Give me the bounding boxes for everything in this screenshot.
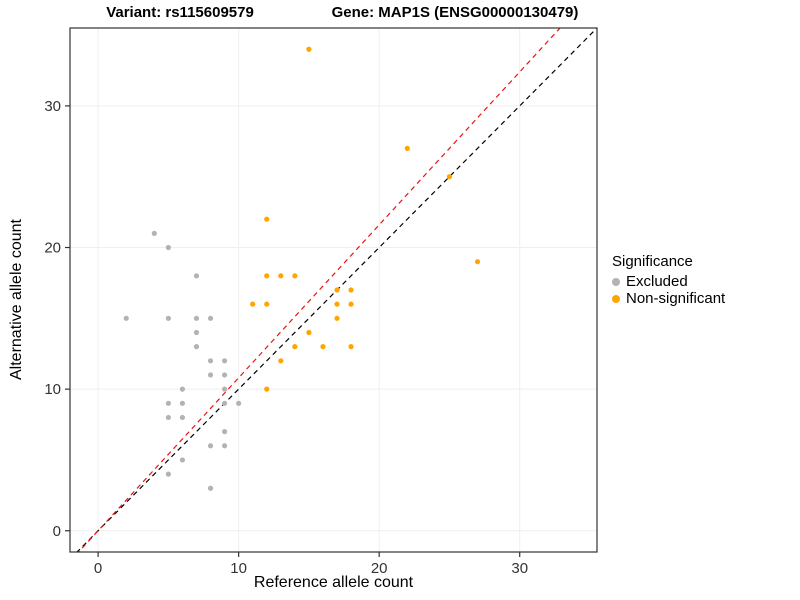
point-non-significant <box>250 301 256 307</box>
point-non-significant <box>306 329 312 336</box>
y-tick-label: 30 <box>44 98 61 115</box>
point-non-significant <box>334 287 340 293</box>
y-tick-label: 0 <box>53 523 61 540</box>
point-excluded <box>123 315 129 321</box>
panel-border <box>69 27 598 553</box>
point-non-significant <box>348 301 354 307</box>
legend-title: Significance <box>612 253 693 270</box>
point-non-significant <box>320 344 326 350</box>
non-significant-dot-icon <box>612 294 620 303</box>
point-non-significant <box>278 273 284 279</box>
point-excluded <box>207 372 214 378</box>
legend-item-excluded: Excluded <box>612 273 797 290</box>
point-excluded <box>221 372 228 378</box>
point-excluded <box>221 358 228 364</box>
title-variant: Variant: rs115609579 <box>106 4 254 21</box>
legend: Significance Excluded Non-significant <box>612 253 797 307</box>
excluded-dot-icon <box>612 277 620 286</box>
point-excluded <box>207 315 214 321</box>
panel-background <box>70 28 597 552</box>
point-excluded <box>221 400 228 406</box>
point-excluded <box>236 400 242 406</box>
y-axis-label: Alternative allele count <box>8 219 25 380</box>
point-excluded <box>193 273 200 279</box>
point-excluded <box>193 344 200 350</box>
point-non-significant <box>446 174 453 180</box>
point-non-significant <box>264 216 270 222</box>
legend-label-non-significant: Non-significant <box>626 290 726 307</box>
point-non-significant <box>292 344 298 350</box>
legend-label-excluded: Excluded <box>626 273 688 290</box>
point-excluded <box>165 244 171 251</box>
point-excluded <box>165 414 171 421</box>
point-non-significant <box>334 315 340 321</box>
point-excluded <box>165 471 171 477</box>
legend-item-non-significant: Non-significant <box>612 290 797 307</box>
point-excluded <box>179 414 186 421</box>
point-excluded <box>165 315 171 321</box>
identity-line <box>76 28 597 552</box>
point-excluded <box>165 400 171 406</box>
point-non-significant <box>348 344 354 350</box>
x-tick-label: 10 <box>230 560 247 577</box>
title-gene: Gene: MAP1S (ENSG00000130479) <box>331 4 579 21</box>
point-excluded <box>193 329 200 336</box>
y-tick-label: 10 <box>44 381 61 398</box>
point-non-significant <box>306 46 312 52</box>
x-axis-label: Reference allele count <box>253 574 414 591</box>
y-tick-label: 20 <box>44 240 61 257</box>
point-non-significant <box>348 287 354 293</box>
point-non-significant <box>334 301 340 307</box>
x-tick-label: 0 <box>94 560 102 577</box>
x-tick-label: 30 <box>511 560 528 577</box>
point-excluded <box>207 485 214 491</box>
point-non-significant <box>278 358 284 364</box>
point-excluded <box>151 230 157 236</box>
point-non-significant <box>264 301 270 307</box>
point-excluded <box>179 386 186 392</box>
point-excluded <box>207 443 214 449</box>
point-non-significant <box>474 259 481 265</box>
point-excluded <box>221 386 228 392</box>
point-excluded <box>193 315 200 321</box>
point-excluded <box>179 457 186 463</box>
point-excluded <box>179 400 186 406</box>
point-excluded <box>221 429 228 435</box>
point-excluded <box>221 443 228 449</box>
point-non-significant <box>292 273 298 279</box>
fit-line <box>77 28 561 552</box>
point-excluded <box>207 358 214 364</box>
x-tick-label: 20 <box>371 560 388 577</box>
point-non-significant <box>264 273 270 279</box>
point-non-significant <box>264 386 270 392</box>
point-non-significant <box>404 145 410 151</box>
